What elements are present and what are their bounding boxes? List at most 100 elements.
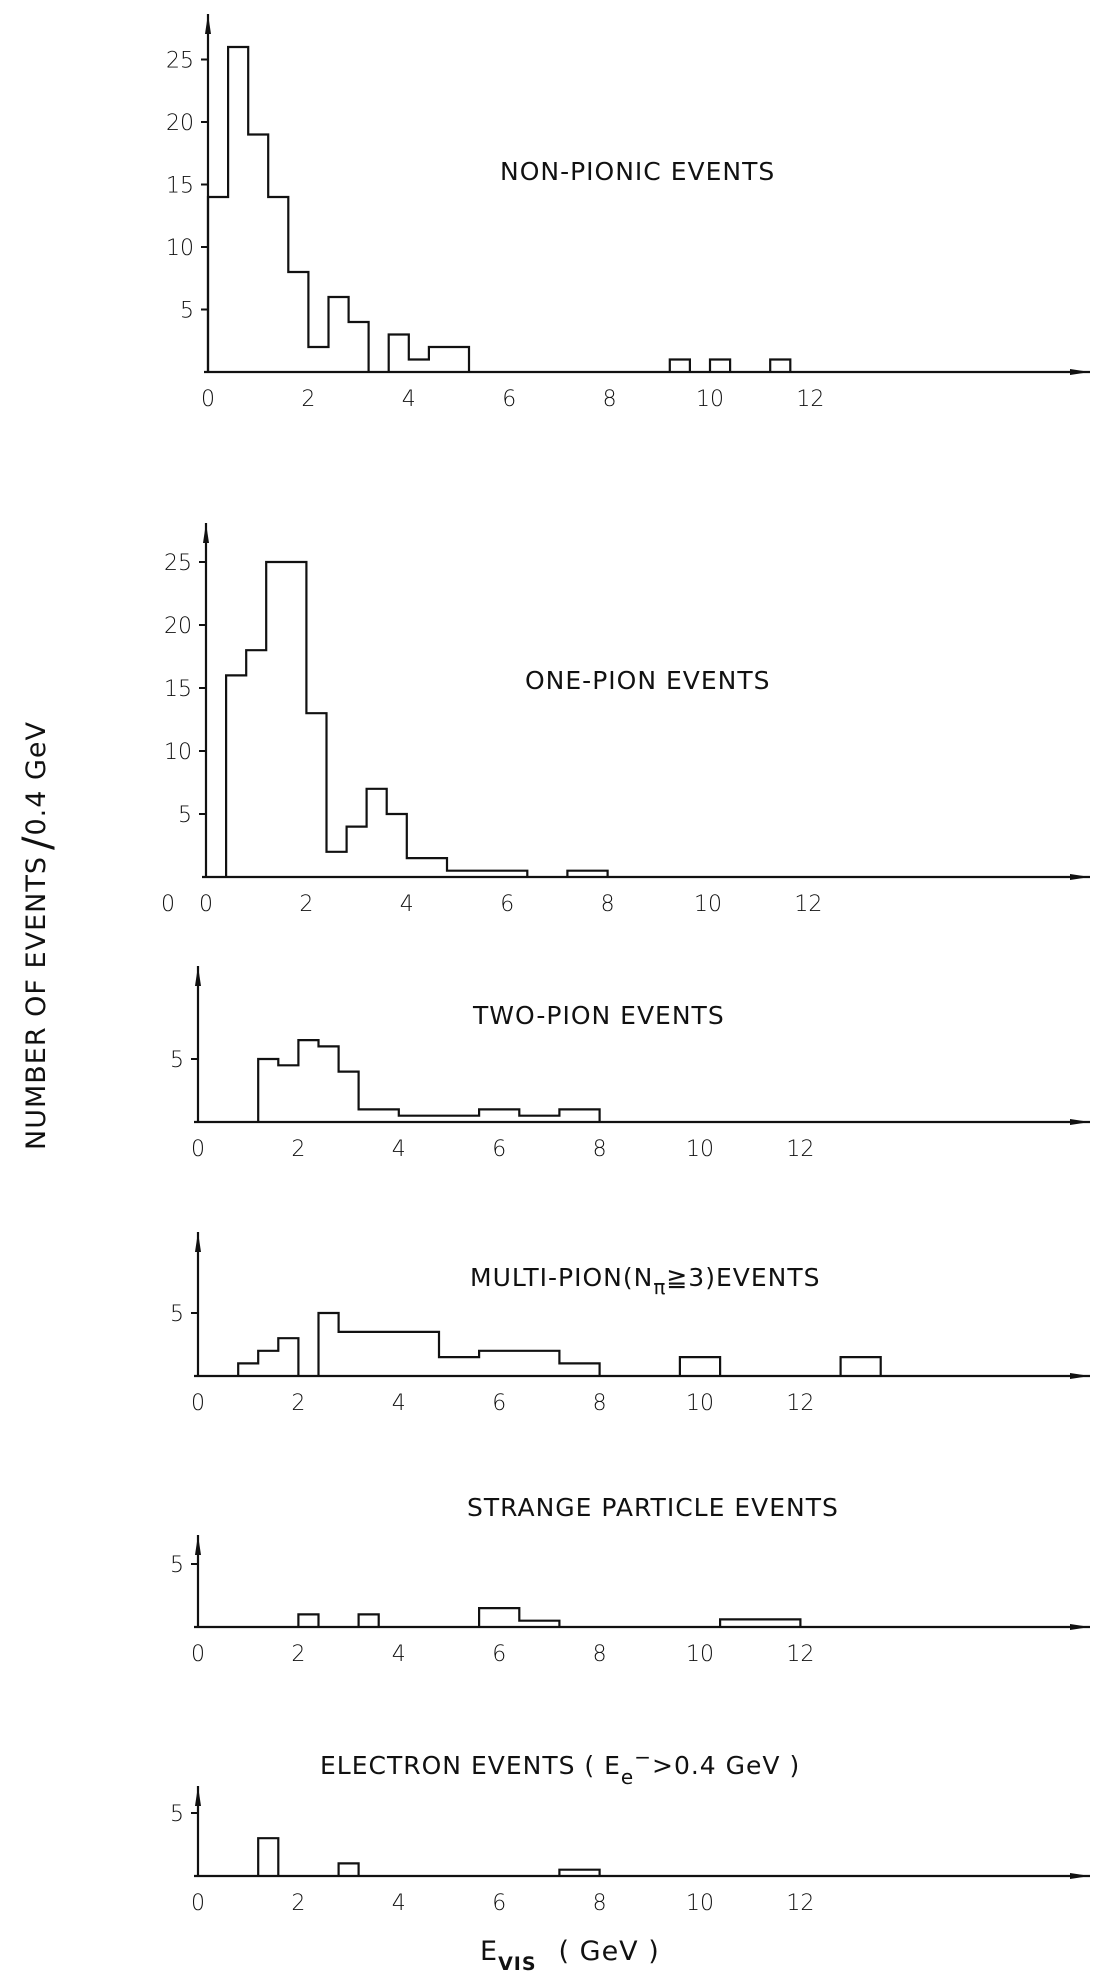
x-tick-label: 10 bbox=[694, 892, 722, 917]
histogram-outline bbox=[357, 1613, 380, 1627]
multi-pion-title-sub: π bbox=[653, 1275, 666, 1299]
histogram-bin-non-pionic bbox=[670, 360, 690, 373]
histogram-outline bbox=[387, 333, 471, 372]
histogram-bin-electron bbox=[339, 1863, 359, 1876]
x-tick-label: 4 bbox=[400, 892, 414, 917]
y-tick-label: 20 bbox=[166, 111, 194, 136]
histogram-bin-electron bbox=[580, 1870, 600, 1876]
x-axis-label-main: E bbox=[480, 1936, 498, 1967]
panel-two-pion: 0 2 4 6 8 10 12 5 bbox=[170, 966, 1090, 1162]
panel-title-strange-particle: STRANGE PARTICLE EVENTS bbox=[467, 1493, 839, 1522]
histogram-bin-non-pionic bbox=[409, 360, 429, 373]
histogram-bin-two-pion bbox=[459, 1116, 479, 1122]
histogram-outline bbox=[297, 1613, 320, 1627]
x-tick-label: 12 bbox=[796, 387, 824, 412]
y-tick-label: 25 bbox=[166, 49, 194, 74]
histogram-bin-two-pion bbox=[379, 1109, 399, 1122]
svg-text:NUMBER OF EVENTS/0.4 GeV: NUMBER OF EVENTS/0.4 GeV bbox=[15, 721, 61, 1150]
histogram-bin-two-pion bbox=[499, 1109, 519, 1122]
x-tick-label: 8 bbox=[593, 1891, 607, 1916]
multi-pion-title-prefix: MULTI-PION(N bbox=[470, 1263, 653, 1292]
y-axis-label: NUMBER OF EVENTS/0.4 GeV bbox=[15, 721, 61, 1150]
x-tick-label: 0 bbox=[161, 892, 175, 917]
histogram-bin-one-pion bbox=[588, 871, 608, 877]
histogram-bin-two-pion bbox=[258, 1059, 278, 1122]
x-tick-label: 12 bbox=[786, 1137, 814, 1162]
histogram-bin-strange-particle bbox=[519, 1621, 539, 1627]
x-tick-label: 8 bbox=[603, 387, 617, 412]
histogram-outline bbox=[317, 1311, 601, 1376]
histogram-outline bbox=[668, 358, 691, 372]
y-tick-label: 15 bbox=[164, 677, 192, 702]
histogram-bin-multi-pion bbox=[559, 1363, 579, 1376]
panel-multi-pion: 0 2 4 6 8 10 12 5 bbox=[170, 1232, 1090, 1416]
histogram-bin-one-pion bbox=[226, 675, 246, 877]
x-tick-label: 0 bbox=[199, 892, 213, 917]
histogram-bin-two-pion bbox=[359, 1109, 379, 1122]
histogram-bin-strange-particle bbox=[359, 1614, 379, 1627]
x-tick-label: 12 bbox=[786, 1891, 814, 1916]
x-axis-label: EVIS ( GeV ) bbox=[480, 1936, 660, 1975]
y-tick-label: 5 bbox=[170, 1553, 184, 1578]
histogram-bin-non-pionic bbox=[308, 347, 328, 372]
electron-title-prefix: ELECTRON EVENTS ( E bbox=[320, 1751, 621, 1780]
histogram-bin-one-pion bbox=[286, 562, 306, 877]
histogram-bin-one-pion bbox=[246, 650, 266, 877]
x-tick-label: 6 bbox=[492, 1642, 506, 1667]
panel-one-pion: 0 2 4 6 8 10 12 0 5 10 15 20 25 bbox=[161, 523, 1090, 917]
panel-title-multi-pion: MULTI-PION(Nπ≧3)EVENTS bbox=[470, 1263, 821, 1299]
panel-title-electron: ELECTRON EVENTS ( Ee−>0.4 GeV ) bbox=[320, 1745, 800, 1789]
histogram-outline bbox=[257, 1837, 280, 1876]
histogram-bin-multi-pion bbox=[841, 1357, 861, 1376]
histogram-outline bbox=[566, 869, 609, 877]
y-tick-label: 5 bbox=[170, 1802, 184, 1827]
x-tick-label: 4 bbox=[392, 1137, 406, 1162]
histogram-bin-multi-pion bbox=[700, 1357, 720, 1376]
histogram-bin-multi-pion bbox=[519, 1351, 539, 1376]
histogram-bin-multi-pion bbox=[439, 1357, 459, 1376]
multi-pion-title-suffix: ≧3)EVENTS bbox=[666, 1263, 820, 1292]
x-tick-label: 4 bbox=[392, 1642, 406, 1667]
x-tick-label: 10 bbox=[696, 387, 724, 412]
histogram-outline bbox=[237, 1337, 300, 1376]
x-tick-label: 8 bbox=[593, 1391, 607, 1416]
histogram-bin-strange-particle bbox=[539, 1621, 559, 1627]
x-axis-label-sub: VIS bbox=[498, 1953, 536, 1975]
x-tick-label: 0 bbox=[201, 387, 215, 412]
histogram-bin-non-pionic bbox=[328, 297, 348, 372]
histogram-outline bbox=[839, 1356, 882, 1376]
histogram-bin-two-pion bbox=[399, 1116, 419, 1122]
histogram-bin-one-pion bbox=[326, 852, 346, 877]
histogram-bin-multi-pion bbox=[539, 1351, 559, 1376]
histogram-outline bbox=[708, 358, 732, 372]
histogram-bin-non-pionic bbox=[349, 322, 369, 372]
electron-title-sup: − bbox=[634, 1745, 652, 1769]
histogram-bin-non-pionic bbox=[710, 360, 730, 373]
histogram-bin-non-pionic bbox=[429, 347, 449, 372]
x-tick-label: 2 bbox=[301, 387, 315, 412]
x-tick-label: 2 bbox=[291, 1137, 305, 1162]
histogram-bin-one-pion bbox=[306, 713, 326, 877]
y-tick-label: 5 bbox=[170, 1048, 184, 1073]
x-axis-label-unit: ( GeV ) bbox=[559, 1936, 660, 1967]
histogram-outline bbox=[478, 1607, 561, 1627]
histogram-bin-non-pionic bbox=[228, 47, 248, 372]
histogram-bin-multi-pion bbox=[459, 1357, 479, 1376]
histogram-bin-strange-particle bbox=[760, 1619, 780, 1627]
x-tick-label: 6 bbox=[502, 387, 516, 412]
histogram-outline bbox=[678, 1356, 722, 1376]
histogram-bin-two-pion bbox=[339, 1072, 359, 1122]
histogram-outline bbox=[558, 1868, 601, 1876]
histogram-bin-strange-particle bbox=[479, 1608, 499, 1627]
histogram-bin-non-pionic bbox=[268, 197, 288, 372]
x-tick-label: 2 bbox=[291, 1642, 305, 1667]
histogram-bin-one-pion bbox=[447, 871, 467, 877]
histogram-bin-one-pion bbox=[487, 871, 507, 877]
panel-strange-particle: 0 2 4 6 8 10 12 5 bbox=[170, 1535, 1090, 1667]
histogram-bin-one-pion bbox=[567, 871, 587, 877]
histogram-bin-one-pion bbox=[347, 827, 367, 877]
histogram-outline bbox=[225, 560, 529, 877]
histogram-bin-one-pion bbox=[467, 871, 487, 877]
histogram-bin-one-pion bbox=[427, 858, 447, 877]
